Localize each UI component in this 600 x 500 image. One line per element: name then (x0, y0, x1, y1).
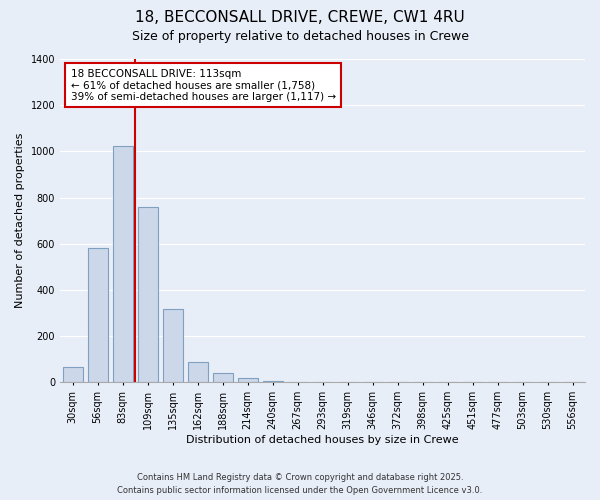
Bar (113, 146, 133, 382)
Bar (163, 308, 182, 382)
Bar (88, 248, 107, 382)
Text: Size of property relative to detached houses in Crewe: Size of property relative to detached ho… (131, 30, 469, 43)
X-axis label: Distribution of detached houses by size in Crewe: Distribution of detached houses by size … (186, 435, 459, 445)
Bar (62, 367, 83, 382)
Text: 18, BECCONSALL DRIVE, CREWE, CW1 4RU: 18, BECCONSALL DRIVE, CREWE, CW1 4RU (135, 10, 465, 25)
Text: Contains HM Land Registry data © Crown copyright and database right 2025.
Contai: Contains HM Land Registry data © Crown c… (118, 474, 482, 495)
Bar (238, 378, 257, 382)
Text: 18 BECCONSALL DRIVE: 113sqm
← 61% of detached houses are smaller (1,758)
39% of : 18 BECCONSALL DRIVE: 113sqm ← 61% of det… (71, 68, 335, 102)
Y-axis label: Number of detached properties: Number of detached properties (15, 133, 25, 308)
Bar (137, 207, 158, 382)
Bar (188, 362, 208, 382)
Bar (212, 373, 233, 382)
